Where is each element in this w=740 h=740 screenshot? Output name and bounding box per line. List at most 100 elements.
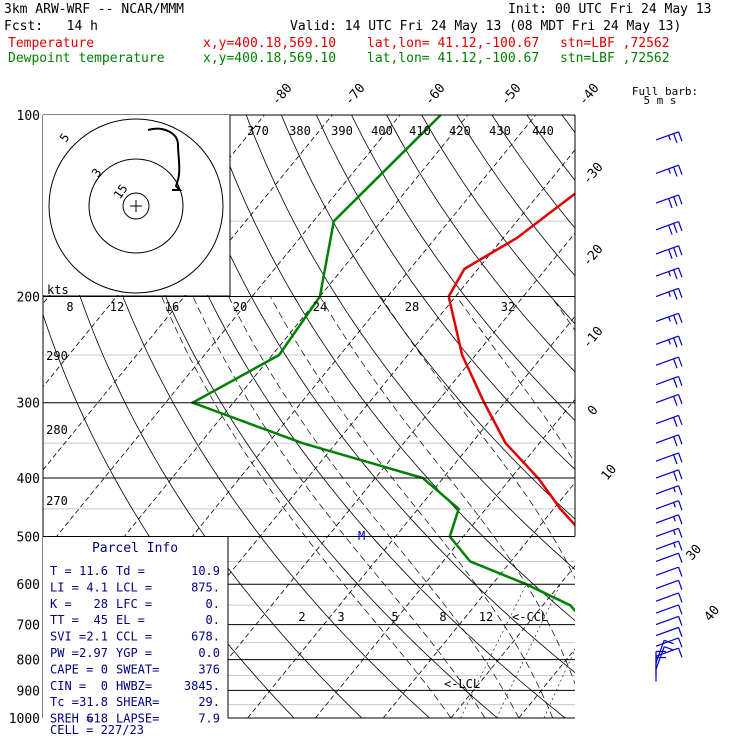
wind-barb-staff [655,267,679,277]
theta-e-label: 430 [489,124,511,138]
isotherm-line [450,565,575,719]
wind-barb-flag [673,196,678,207]
dry-adiabat-line [140,115,566,719]
isotherm-label: 40 [702,603,724,625]
dry-adiabat-line [491,115,575,229]
parcel-row-label: HWBZ= [116,679,152,693]
wind-barb-flag [673,529,676,535]
wind-barb-flag [677,313,683,323]
theta-e-label: 440 [532,124,554,138]
parcel-row-value: 2.97 [79,646,108,660]
dewpoint-latlon: lat,lon= 41.12,-100.67 [367,51,540,66]
wind-barb-flag [677,452,683,463]
dry-adiabat-line [456,115,575,277]
wind-barb-staff [655,131,679,141]
isotherm-label: -80 [269,81,296,109]
wind-barb-flag [677,485,683,496]
wind-barb [655,626,683,637]
wind-barb-staff [655,592,679,602]
wind-barb [655,414,683,427]
wind-barb-staff [655,375,679,386]
moist-adiabat-line [456,296,575,464]
wind-barb-staff [655,312,679,323]
wind-barb-flag [673,378,678,388]
parcel-row-value: 28 [94,597,108,611]
wind-barb-flag [673,289,678,300]
wind-barb [655,566,683,577]
parcel-row-label: T = [50,564,72,578]
wind-barb-flag [673,454,678,465]
wind-barb-flag [677,553,683,563]
wind-barb-flag [673,516,676,522]
parcel-row-value: 29. [198,695,220,709]
wind-barb [655,527,683,538]
wind-barb [655,434,683,447]
dewpoint-profile [189,115,575,613]
wind-barb [655,552,683,563]
wind-barb-flag [673,502,676,508]
wind-barb-flag [668,271,671,277]
wind-barb [655,514,683,525]
wind-barb [655,267,683,280]
wind-barb-staff [655,469,679,479]
forecast-hour: Fcst: 14 h [4,19,98,34]
mixing-ratio-label: 3 [337,610,344,624]
theta-label: 280 [46,423,68,437]
wind-barb-flag [677,604,683,615]
isotherm-label: -70 [342,81,369,109]
wind-barb-flag [668,224,673,235]
hodograph-ring [48,118,224,294]
hodograph-ring [88,158,184,254]
isotherm-label: -60 [422,81,449,109]
parcel-row-value: 678. [191,630,220,644]
dewpoint-legend: Dewpoint temperature [8,51,165,66]
isotherm-label: -50 [498,81,525,109]
pressure-label: 500 [17,530,40,545]
parcel-row-value: 4.1 [86,580,108,594]
isotherm-label: -40 [576,81,603,109]
wind-barb-flag [677,376,683,387]
moist-adiabat-line [550,296,575,331]
moist-adiabat-line [269,296,554,719]
parcel-cell: CELL = 227/23 [50,723,144,737]
hodograph-units: kts [47,283,69,297]
wind-barb-flag [668,249,673,259]
wind-barb-flag [677,221,683,232]
model-title: 3km ARW-WRF -- NCAR/MMM [4,2,185,17]
wind-barb [655,312,683,325]
wind-barb [655,579,683,590]
wind-barb-staff [655,335,679,345]
pressure-label: 400 [17,472,40,487]
wind-barb-flag [677,394,683,405]
wind-barb [655,335,683,348]
hodograph-ring [122,192,150,220]
parcel-row-value: 7.9 [198,712,220,726]
wind-barb-flag [664,646,674,651]
wind-barb-flag [673,542,676,548]
hodograph-speed-label: 28 [405,300,419,314]
theta-e-label: 420 [449,124,471,138]
wind-barb [655,220,683,235]
wind-barb-flag [673,417,678,427]
hodograph-speed-label: 32 [501,300,515,314]
wind-barb [655,540,683,551]
parcel-info-title: Parcel Info [92,541,178,556]
wind-barb-flag [677,288,683,298]
wind-barb-staff [655,194,679,204]
wind-barb-staff [655,245,679,255]
parcel-row-label: PW = [50,646,79,660]
valid-time: Valid: 14 UTC Fri 24 May 13 (08 MDT Fri … [290,19,682,34]
mixing-ratio-label: 12 [479,610,493,624]
parcel-row-label: LFC = [116,597,152,611]
init-time: Init: 00 UTC Fri 24 May 13 [508,2,712,17]
wind-barb-staff [655,514,679,524]
wind-barb-staff [655,626,679,637]
parcel-row-label: CAPE = [50,662,93,676]
parcel-row-value: 10.9 [191,564,220,578]
wind-barb-flag [677,194,683,205]
isotherm-line [315,398,575,719]
wind-barb [655,592,683,603]
wind-barb-staff [655,485,679,495]
parcel-row-label: SWEAT= [116,662,159,676]
parcel-row-label: SREH = [50,712,93,726]
